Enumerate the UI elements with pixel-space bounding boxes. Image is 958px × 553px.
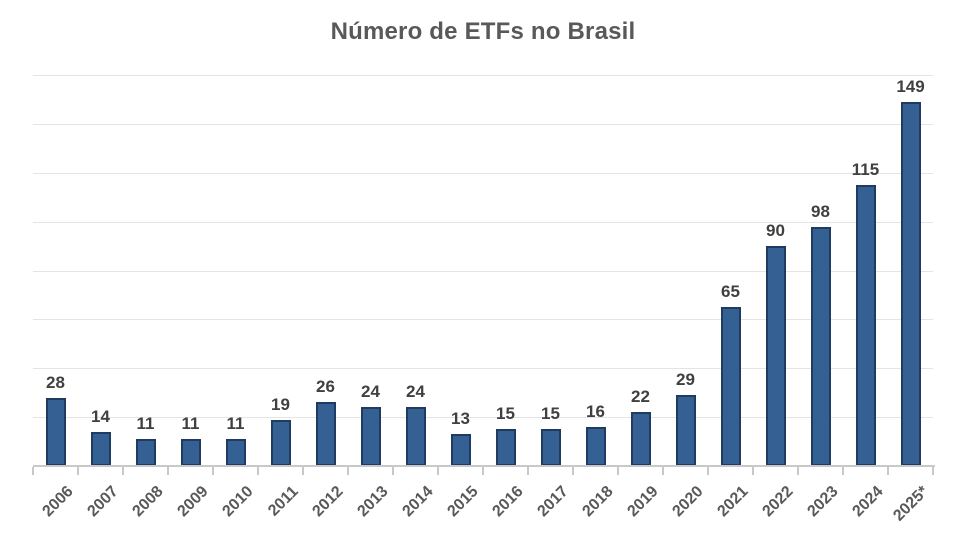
bar-2025*	[900, 101, 921, 466]
x-axis-tick	[887, 467, 889, 475]
data-label-2025*: 149	[896, 76, 925, 96]
x-axis-tick	[707, 467, 709, 475]
data-label-2024: 115	[851, 159, 880, 179]
data-label-2009: 11	[181, 414, 200, 434]
x-axis-tick	[212, 467, 214, 475]
bar-2024	[855, 184, 876, 466]
x-axis-label-2013: 2013	[354, 483, 392, 521]
x-axis-label-2020: 2020	[669, 483, 707, 521]
gridline	[33, 75, 933, 76]
data-label-2018: 16	[586, 401, 605, 421]
x-axis-label-2009: 2009	[174, 483, 212, 521]
x-axis-label-2023: 2023	[804, 483, 842, 521]
data-label-2020: 29	[676, 370, 695, 390]
bar-2020	[675, 395, 696, 466]
x-axis-label-2011: 2011	[264, 483, 302, 520]
gridline	[33, 123, 933, 125]
x-axis-tick	[932, 467, 934, 475]
bar-2014	[405, 407, 426, 466]
bar-2015	[450, 434, 471, 466]
data-label-2016: 15	[496, 404, 515, 424]
bar-2019	[630, 412, 651, 466]
x-axis-tick	[257, 467, 259, 475]
x-axis-tick	[752, 467, 754, 475]
data-label-2021: 65	[721, 282, 740, 302]
x-axis-tick	[527, 467, 529, 475]
data-label-2023: 98	[811, 201, 830, 221]
x-axis-tick	[122, 467, 124, 475]
x-axis-tick	[797, 467, 799, 475]
x-axis-label-2018: 2018	[579, 483, 617, 521]
data-label-2014: 24	[406, 382, 425, 402]
gridline	[33, 417, 933, 419]
x-axis-tick	[392, 467, 394, 475]
x-axis-label-2017: 2017	[534, 483, 572, 521]
x-axis-label-2012: 2012	[309, 483, 347, 521]
data-label-2013: 24	[361, 382, 380, 402]
x-axis-label-2010: 2010	[219, 483, 257, 521]
bar-2016	[495, 429, 516, 466]
x-axis-tick	[77, 467, 79, 475]
bar-2017	[540, 429, 561, 466]
x-axis-label-2007: 2007	[84, 483, 122, 521]
x-axis-tick	[482, 467, 484, 475]
x-axis-label-2022: 2022	[759, 483, 797, 521]
x-axis-tick	[662, 467, 664, 475]
x-axis-tick	[617, 467, 619, 475]
gridline	[33, 368, 933, 370]
x-axis-line	[33, 465, 935, 467]
bar-2006	[45, 397, 66, 466]
data-label-2006: 28	[46, 372, 65, 392]
data-label-2008: 11	[136, 414, 155, 434]
gridline	[33, 270, 933, 272]
x-axis-tick	[347, 467, 349, 475]
bar-2018	[585, 426, 606, 466]
bar-2013	[360, 407, 381, 466]
data-label-2012: 26	[316, 377, 335, 397]
bar-2012	[315, 402, 336, 466]
gridline	[33, 221, 933, 223]
x-axis-label-2016: 2016	[489, 483, 527, 521]
data-label-2017: 15	[541, 404, 560, 424]
x-axis-tick	[437, 467, 439, 475]
gridline	[33, 319, 933, 321]
chart-title: Número de ETFs no Brasil	[330, 18, 636, 45]
data-label-2010: 11	[226, 414, 245, 434]
x-axis-label-2021: 2021	[714, 483, 752, 521]
x-axis-label-2008: 2008	[129, 483, 167, 521]
bar-2007	[90, 431, 111, 466]
x-axis-label-2024: 2024	[849, 483, 887, 521]
data-label-2015: 13	[451, 409, 470, 429]
x-axis-label-2006: 2006	[39, 483, 77, 521]
x-axis-tick	[572, 467, 574, 475]
bar-2008	[135, 439, 156, 466]
bar-2009	[180, 439, 201, 466]
x-axis-tick	[302, 467, 304, 475]
x-axis-label-2025*: 2025*	[889, 483, 932, 525]
x-axis-tick	[167, 467, 169, 475]
data-label-2007: 14	[91, 406, 110, 426]
x-axis-label-2019: 2019	[624, 483, 662, 521]
x-axis-label-2015: 2015	[444, 483, 482, 521]
bar-2022	[765, 246, 786, 466]
bar-2023	[810, 226, 831, 466]
x-axis-tick	[842, 467, 844, 475]
gridline	[33, 172, 933, 174]
bar-2021	[720, 307, 741, 466]
data-label-2011: 19	[271, 394, 290, 414]
x-axis-label-2014: 2014	[399, 483, 437, 521]
data-label-2019: 22	[631, 387, 650, 407]
bar-2011	[270, 419, 291, 466]
bar-2010	[225, 439, 246, 466]
x-axis-tick	[32, 467, 34, 475]
data-label-2022: 90	[766, 221, 785, 241]
